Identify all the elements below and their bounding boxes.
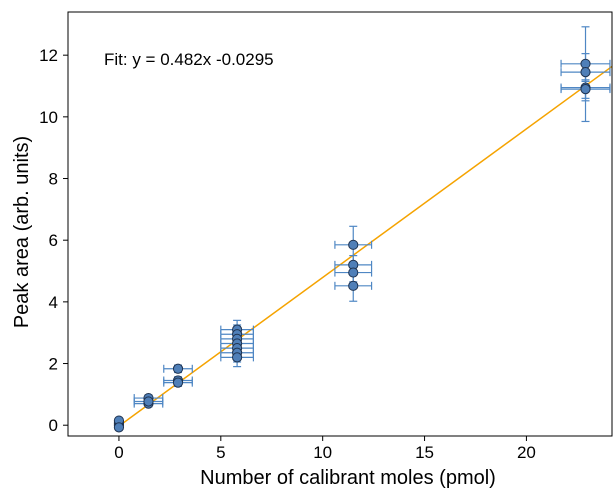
y-axis-title: Peak area (arb. units): [11, 136, 33, 328]
fit-annotation: Fit: y = 0.482x -0.0295: [104, 50, 274, 69]
data-point: [580, 83, 591, 95]
data-point: [172, 377, 184, 388]
x-tick-label: 15: [415, 443, 434, 462]
data-point: [113, 422, 125, 433]
y-tick-label: 6: [49, 231, 58, 250]
data-point: [172, 363, 184, 374]
data-point: [348, 280, 359, 291]
y-tick-label: 4: [49, 293, 58, 312]
x-tick-label: 0: [114, 443, 123, 462]
data-point: [232, 352, 243, 363]
x-tick-label: 5: [216, 443, 225, 462]
x-axis-title: Number of calibrant moles (pmol): [200, 467, 496, 489]
data-point: [580, 67, 591, 78]
y-tick-label: 12: [39, 46, 58, 65]
fit-line: [118, 65, 613, 427]
y-tick-label: 8: [49, 170, 58, 189]
y-tick-label: 2: [49, 355, 58, 374]
x-tick-label: 10: [313, 443, 332, 462]
data-point: [143, 396, 154, 407]
data-point: [348, 267, 359, 278]
data-point: [348, 239, 359, 250]
plot-frame: [67, 11, 613, 437]
x-tick-label: 20: [517, 443, 536, 462]
y-tick-label: 0: [49, 416, 58, 435]
data-point: [580, 58, 591, 69]
y-tick-label: 10: [39, 108, 58, 127]
